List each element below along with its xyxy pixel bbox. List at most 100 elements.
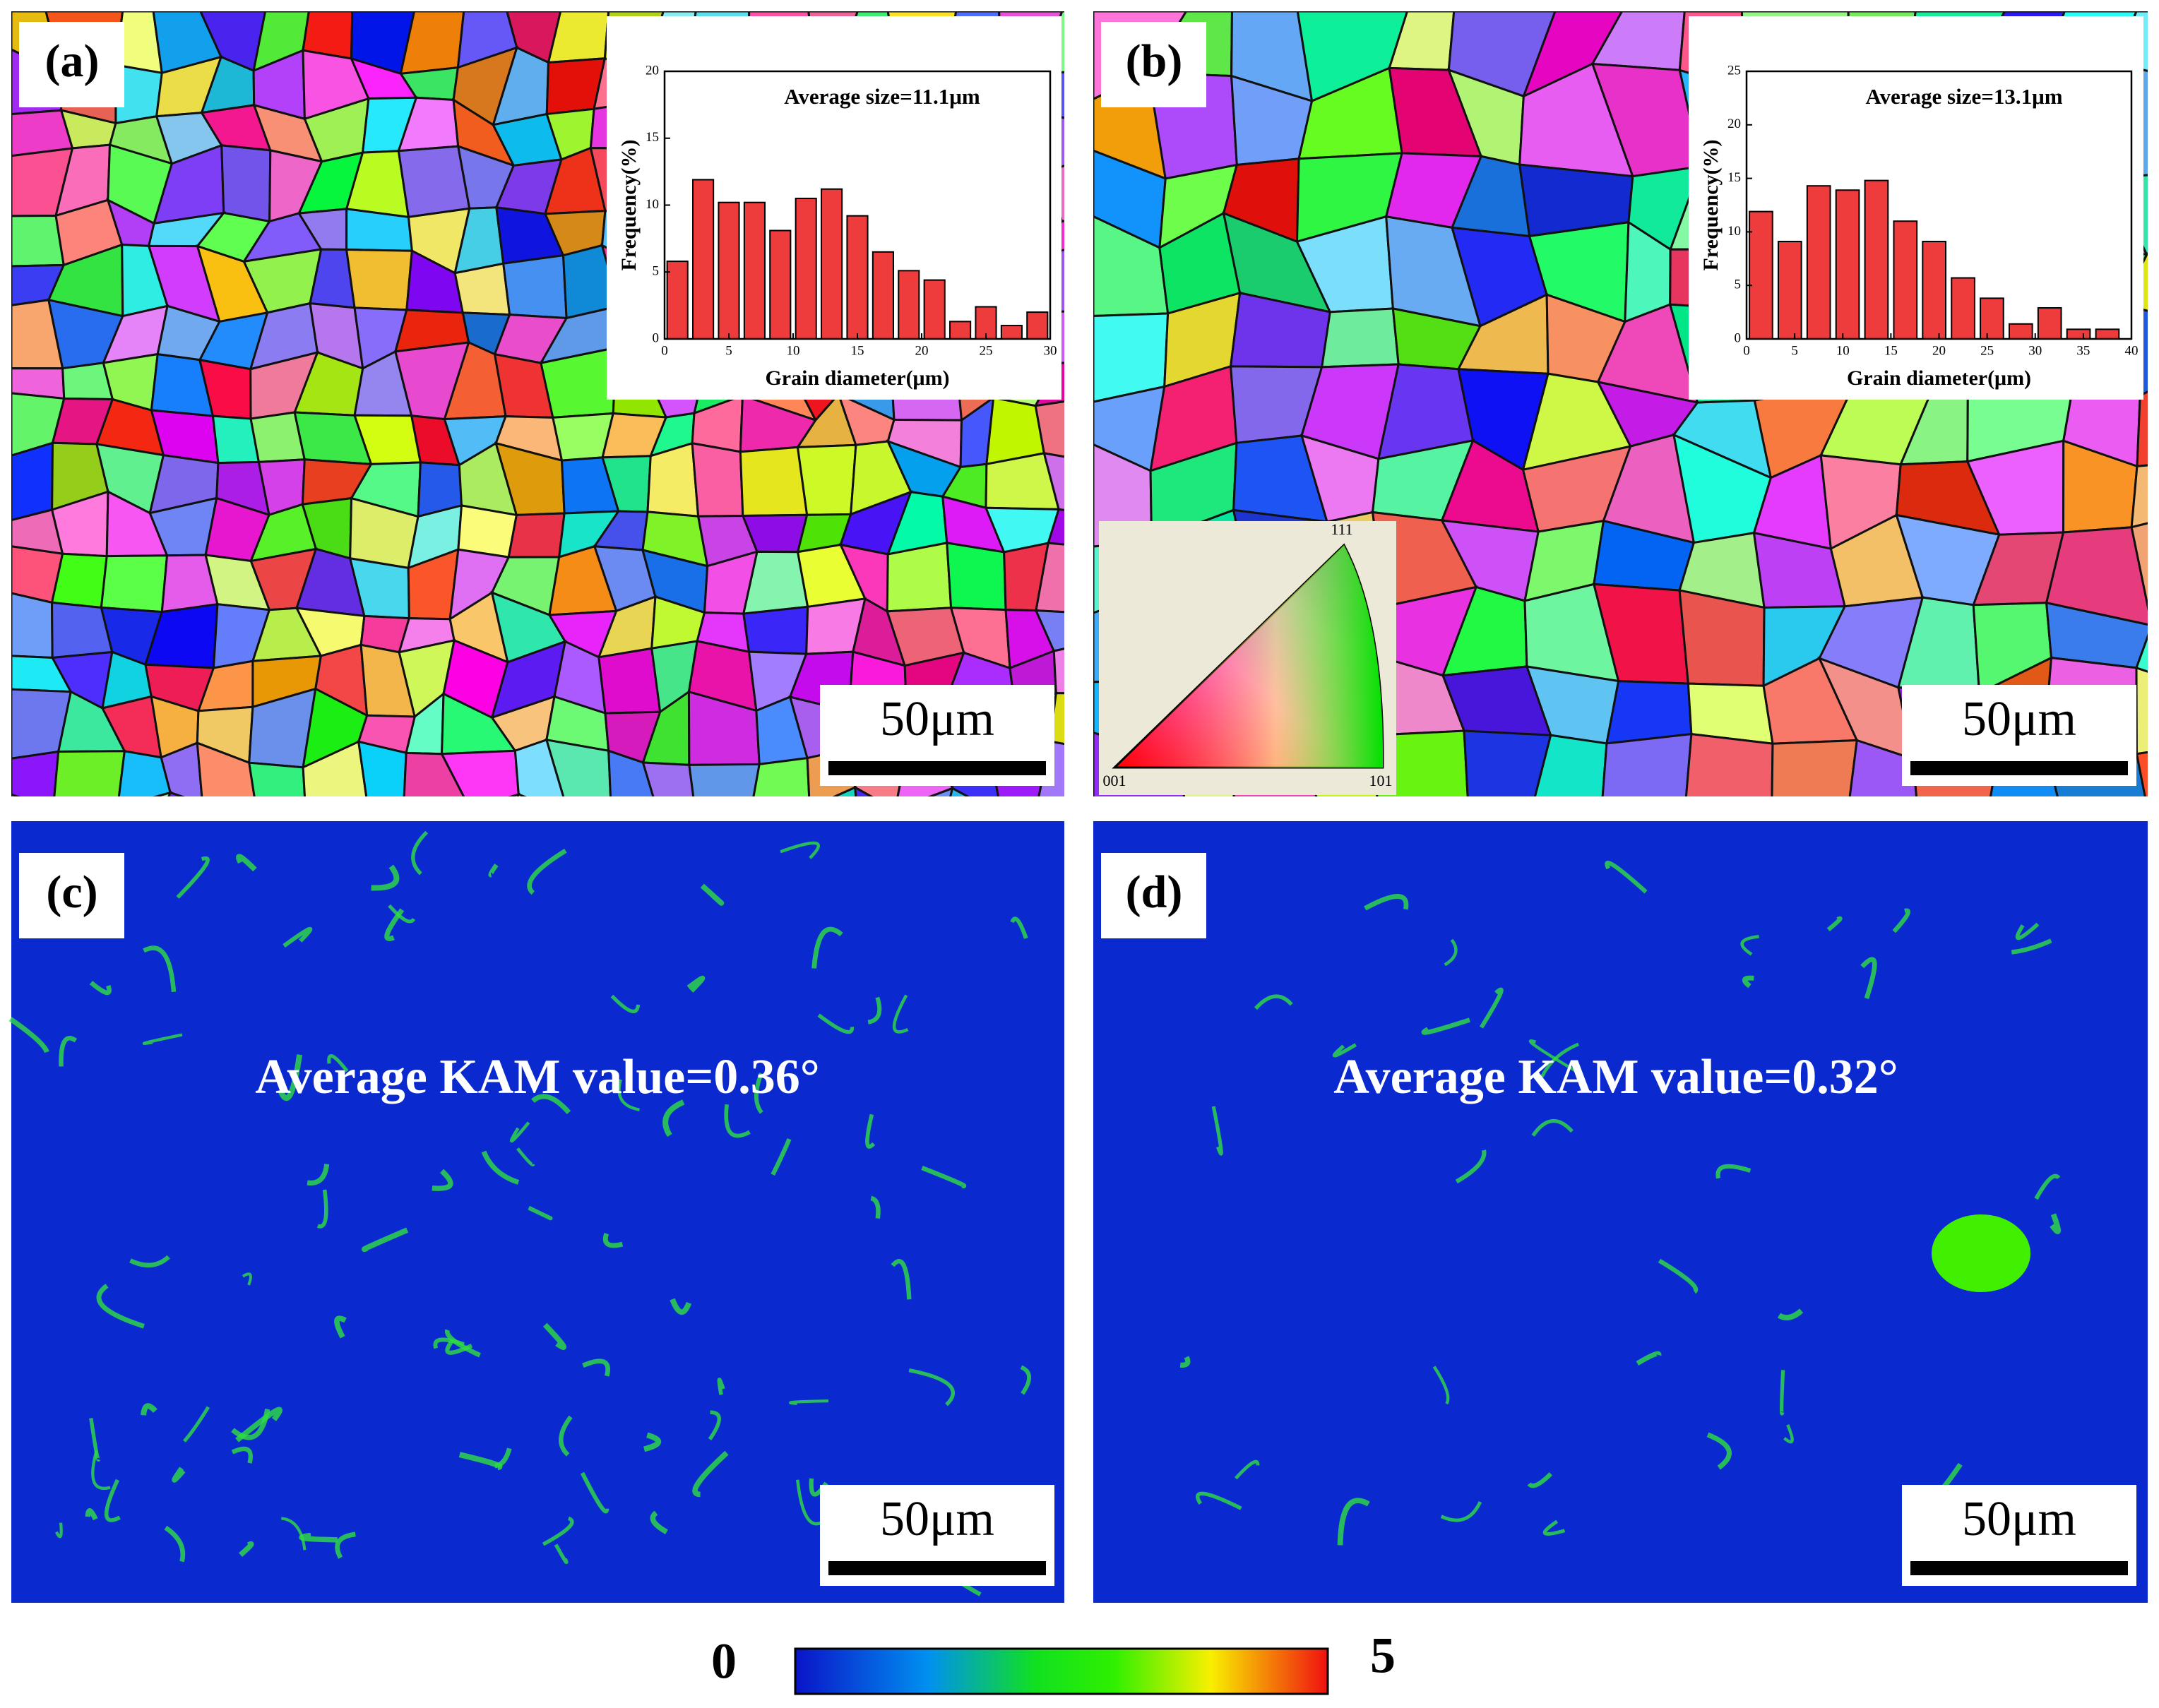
grain <box>1678 589 1766 687</box>
grain <box>2136 390 2148 468</box>
grain <box>739 446 809 518</box>
kam-feature <box>1605 860 1648 894</box>
kam-feature <box>458 1452 503 1471</box>
kam-feature <box>1010 916 1028 939</box>
label-box <box>19 853 124 938</box>
kam-feature <box>1528 1039 1576 1073</box>
kam-feature <box>528 1205 553 1221</box>
kam-feature <box>643 1432 662 1452</box>
grain <box>100 554 169 614</box>
kam-map <box>8 821 1064 1603</box>
kam-feature <box>870 1195 881 1219</box>
overlay: (a) 50μm (b) 50μm (c) 50μm Average KAM value=0… <box>19 16 2143 1695</box>
kam-feature <box>411 830 429 876</box>
grain <box>11 750 60 796</box>
grain <box>502 253 568 320</box>
grain <box>2130 522 2148 611</box>
x-tick-label: 0 <box>661 343 668 358</box>
grain <box>11 793 20 796</box>
kam-feature <box>1455 1149 1487 1184</box>
x-tick-label: 10 <box>1836 343 1850 358</box>
kam-feature <box>432 1169 453 1191</box>
grain <box>2135 666 2148 756</box>
kam-feature <box>1777 1308 1804 1321</box>
grain <box>2045 526 2148 626</box>
kam-feature <box>1234 1459 1260 1480</box>
kam-feature <box>2015 922 2040 940</box>
kam-feature <box>686 975 706 993</box>
scale-bar <box>828 1561 1046 1575</box>
grain <box>927 787 954 796</box>
grain <box>153 791 172 796</box>
grain <box>508 792 521 796</box>
grain <box>607 749 655 796</box>
grain <box>796 443 857 516</box>
scale-bar <box>828 761 1046 775</box>
ipf-label: 101 <box>1369 772 1393 789</box>
kam-feature <box>1020 1365 1032 1395</box>
grain <box>345 208 414 252</box>
x-tick-label: 5 <box>725 343 732 358</box>
kam-feature <box>542 1516 574 1546</box>
grain <box>832 786 857 796</box>
kam-feature <box>481 1150 520 1185</box>
kam-feature <box>316 1189 328 1229</box>
panel-label: (d) <box>1126 866 1183 918</box>
bar <box>718 201 740 340</box>
grain <box>11 441 54 522</box>
kam-feature <box>444 1329 481 1358</box>
kam-feature <box>602 1233 624 1248</box>
grain <box>742 605 809 655</box>
x-tick-label: 25 <box>980 343 993 358</box>
kam-feature <box>865 1113 876 1149</box>
grain <box>302 740 368 796</box>
bar <box>872 251 894 340</box>
kam-feature <box>1332 1043 1357 1058</box>
kam-feature <box>371 864 400 891</box>
grain <box>2135 751 2148 796</box>
bar <box>1951 277 1975 340</box>
kam-feature <box>1527 1472 1553 1488</box>
x-tick-label: 0 <box>1743 343 1750 358</box>
kam-feature <box>542 1322 566 1350</box>
kam-feature <box>1337 1498 1370 1546</box>
scale-label: 50μm <box>1962 692 2076 746</box>
grain <box>357 740 408 796</box>
x-axis-label: Grain diameter(μm) <box>765 366 949 390</box>
grain <box>1320 307 1400 369</box>
kam-map <box>1093 821 2148 1603</box>
kam-feature <box>921 1165 967 1188</box>
kam-feature <box>692 1450 729 1498</box>
label-box <box>1101 853 1206 938</box>
grain <box>50 552 108 609</box>
grain <box>1034 400 1064 458</box>
kam-feature <box>164 1525 186 1563</box>
kam-feature <box>327 1054 349 1073</box>
grain <box>397 145 471 219</box>
bar <box>1835 189 1860 340</box>
x-tick-label: 15 <box>1884 343 1898 358</box>
y-tick-label: 5 <box>653 264 660 279</box>
kam-feature <box>1196 1491 1242 1510</box>
x-tick-label: 20 <box>1932 343 1946 358</box>
bar <box>1749 210 1773 340</box>
grain <box>220 144 272 223</box>
bar <box>692 179 715 340</box>
bar <box>1806 185 1831 340</box>
grain <box>853 785 874 796</box>
kam-feature <box>242 1272 252 1286</box>
kam-feature <box>141 1403 157 1416</box>
grain <box>691 441 744 518</box>
bar <box>795 198 817 340</box>
kam-feature <box>334 1315 347 1339</box>
grain <box>247 761 307 796</box>
x-tick-label: 40 <box>2125 343 2139 358</box>
kam-feature <box>231 1446 253 1464</box>
kam-feature <box>1860 957 1877 1000</box>
x-tick-label: 30 <box>1044 343 1057 358</box>
kam-feature <box>1421 1017 1470 1035</box>
y-tick-label: 0 <box>653 330 660 345</box>
kam-feature <box>2050 1213 2062 1234</box>
grain <box>1601 732 1693 796</box>
panel-label: (b) <box>1126 35 1183 87</box>
